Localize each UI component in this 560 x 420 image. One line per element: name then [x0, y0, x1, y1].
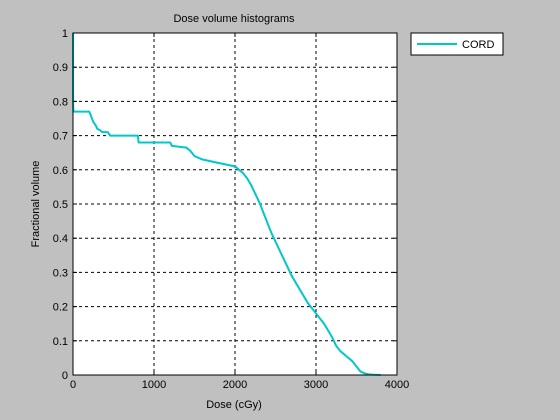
y-tick-label: 1	[62, 28, 68, 40]
y-tick-label: 0.1	[53, 336, 68, 348]
y-tick-label: 0.8	[53, 96, 68, 108]
legend: CORD	[410, 32, 504, 56]
x-tick-label: 3000	[304, 379, 328, 391]
y-tick-label: 0.9	[53, 62, 68, 74]
legend-label-cord: CORD	[462, 39, 494, 51]
x-axis-label: Dose (cGy)	[206, 399, 262, 411]
x-tick-label: 1000	[142, 379, 166, 391]
y-tick-label: 0.7	[53, 131, 68, 143]
y-tick-label: 0.6	[53, 165, 68, 177]
series-line-cord	[72, 33, 381, 376]
x-tick-label: 0	[70, 379, 76, 391]
y-tick-label: 0.5	[53, 199, 68, 211]
ticks: 0 1000 2000 3000 4000 0 0.1 0.2 0.3 0.4 0.5 0.6 0.7 0…	[53, 28, 410, 391]
y-tick-label: 0	[62, 370, 68, 382]
y-axis-label: Fractional volume	[30, 161, 42, 248]
plot-area	[72, 33, 381, 376]
y-tick-label: 0.4	[53, 233, 68, 245]
grid	[73, 33, 397, 375]
chart-title: Dose volume histograms	[173, 13, 295, 25]
x-tick-label: 4000	[385, 379, 409, 391]
x-tick-label: 2000	[223, 379, 247, 391]
y-tick-label: 0.3	[53, 267, 68, 279]
y-tick-label: 0.2	[53, 302, 68, 314]
